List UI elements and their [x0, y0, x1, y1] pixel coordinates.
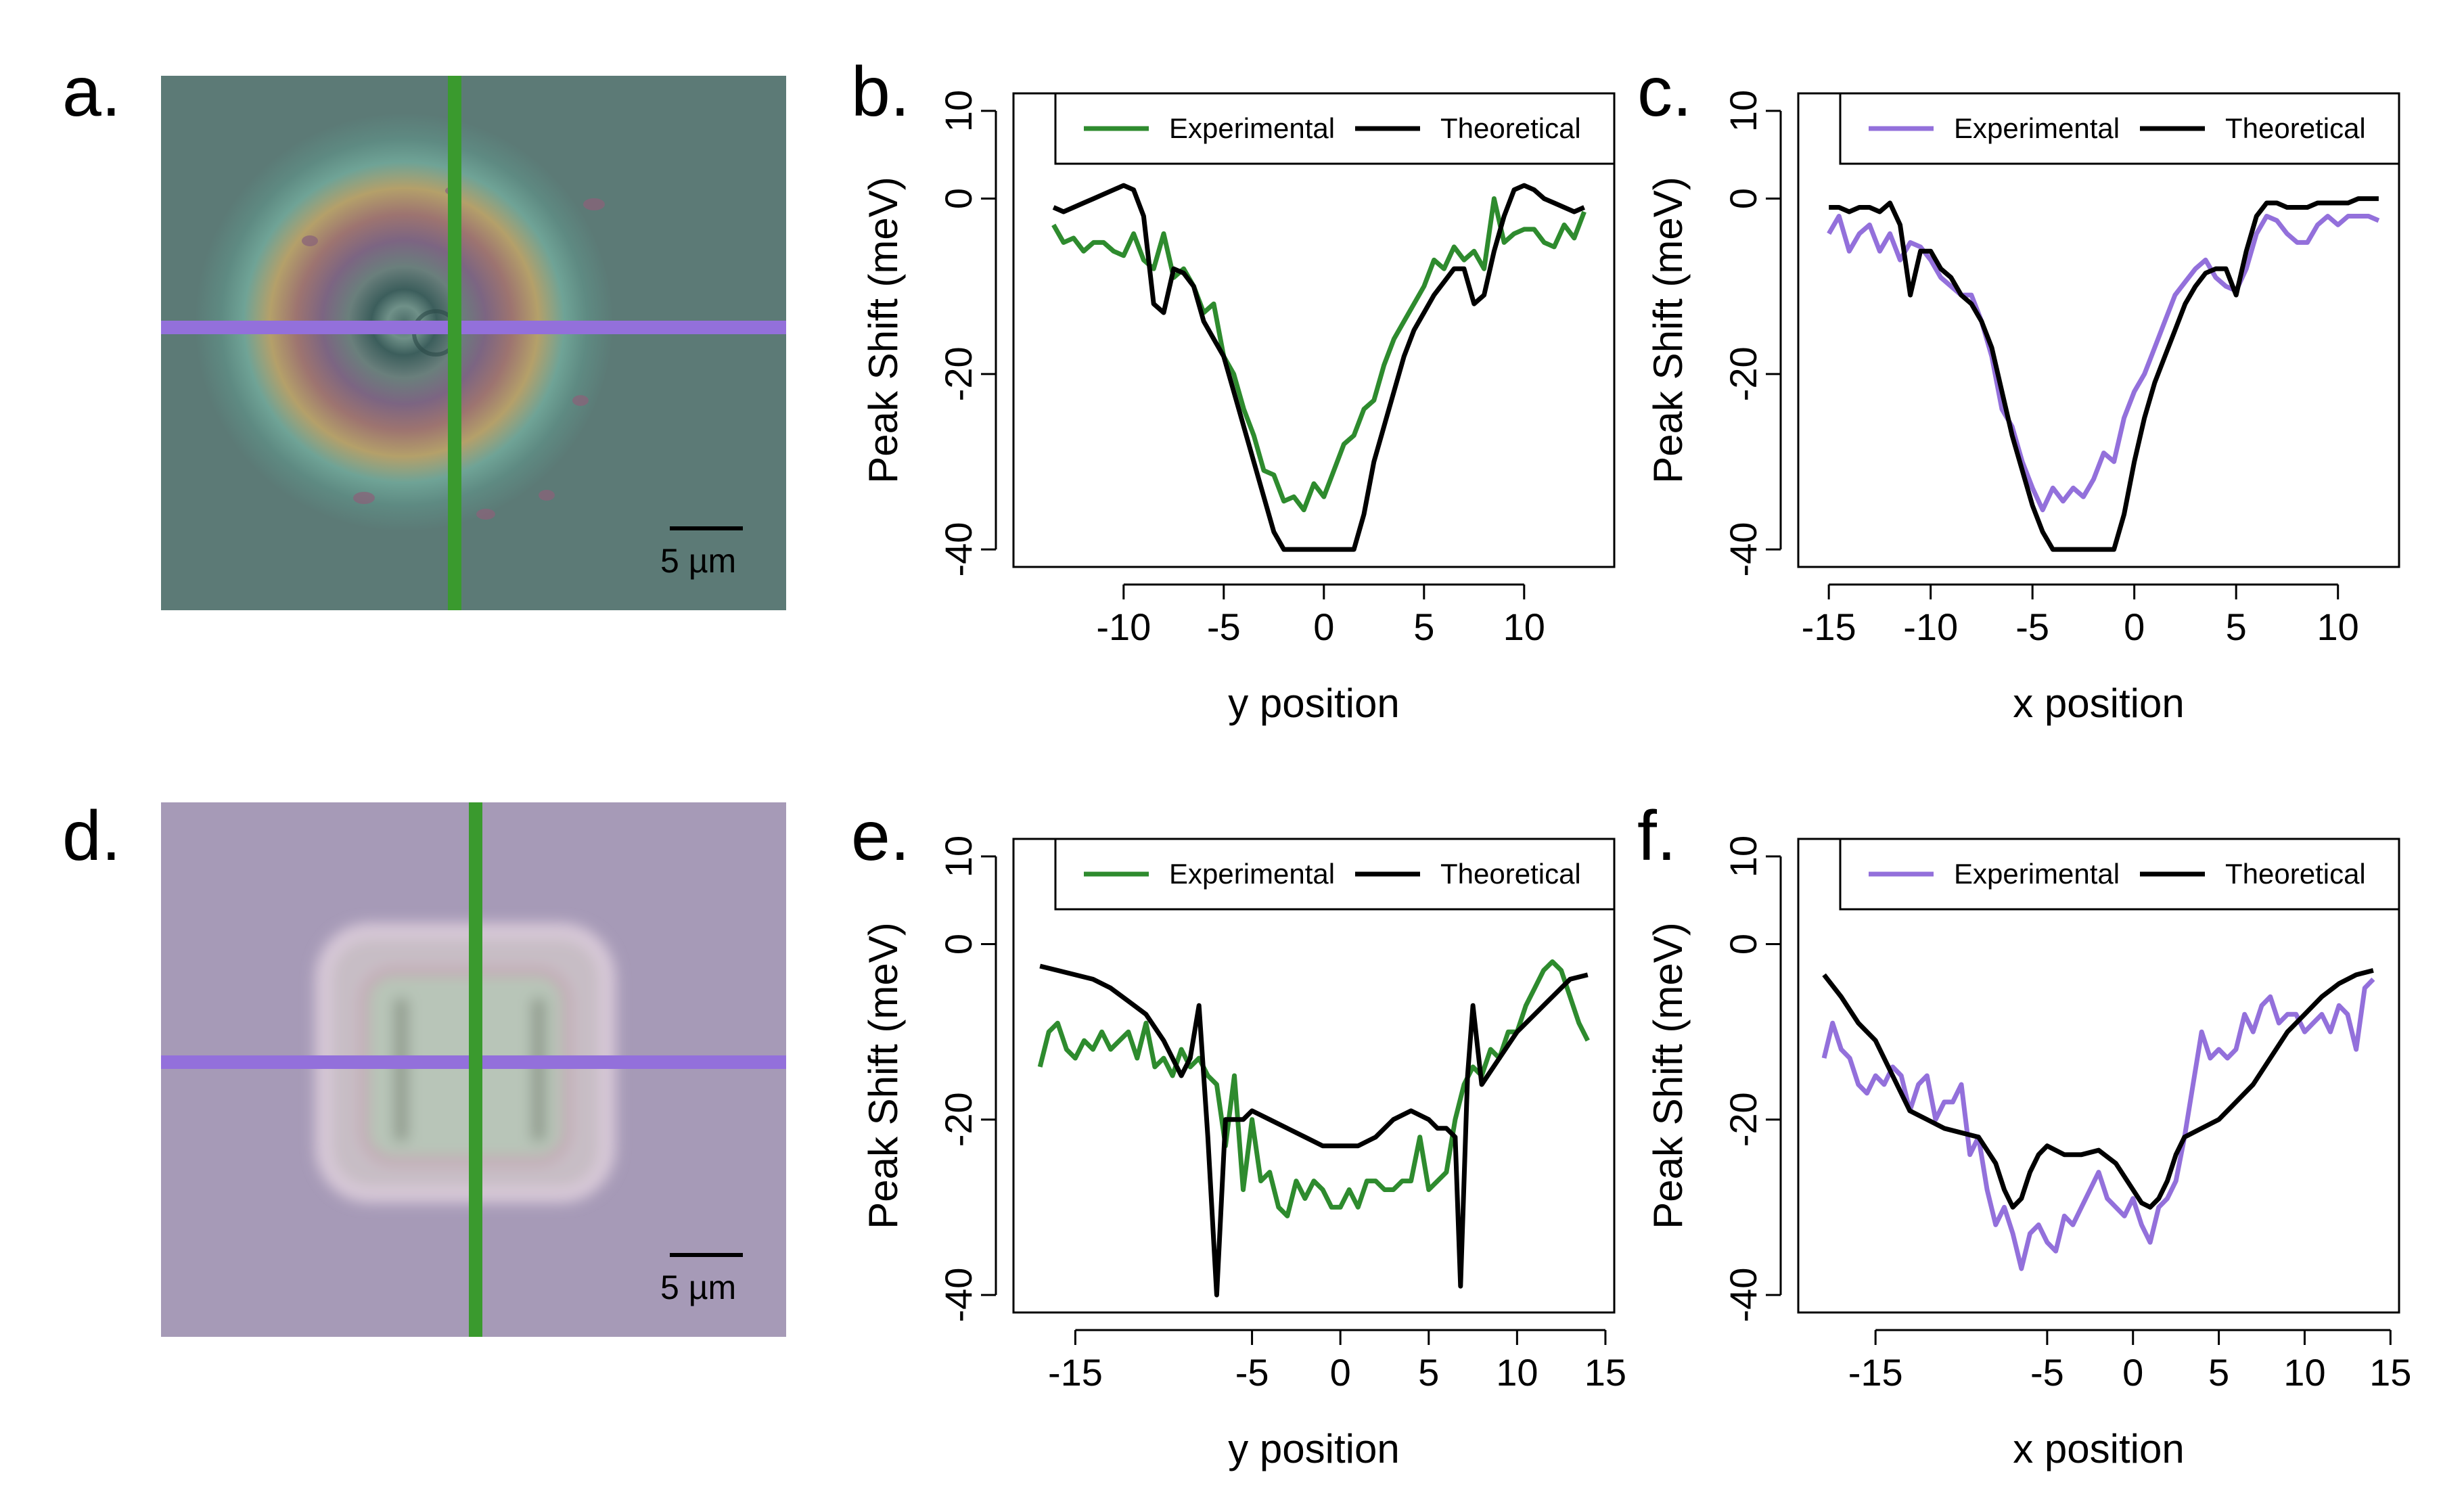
chart-f-ylabel: Peak Shift (meV) — [1645, 922, 1691, 1229]
chart-f-y-tick-label: -40 — [1722, 1268, 1764, 1323]
micrograph-d-image — [161, 802, 786, 1337]
chart-c-x-tick-label: 10 — [2317, 606, 2359, 648]
chart-b-x-tick-label: 5 — [1413, 606, 1434, 648]
chart-e-y-tick-label: 10 — [937, 836, 980, 877]
chart-b-xlabel: y position — [1228, 681, 1399, 726]
chart-c-legend-label: Theoretical — [2225, 112, 2366, 144]
chart-c-legend-label: Experimental — [1954, 112, 2120, 144]
chart-b-series-experimental — [1051, 196, 1587, 513]
chart-f-x-tick-label: 15 — [2369, 1351, 2411, 1394]
chart-f-y-tick-label: 10 — [1722, 836, 1764, 877]
panel-letter-d: d. — [62, 797, 121, 875]
chart-b-y-tick-label: 10 — [937, 90, 980, 132]
chart-f-legend-label: Experimental — [1954, 858, 2120, 890]
chart-e-y-tick-label: -20 — [937, 1092, 980, 1147]
chart-c-x-tick-label: -10 — [1903, 606, 1958, 648]
chart-c-ylabel: Peak Shift (meV) — [1645, 177, 1691, 484]
chart-c-series-experimental — [1827, 214, 2380, 513]
chart-e-x-tick-label: 15 — [1584, 1351, 1626, 1394]
chart-e-y-tick-label: -40 — [937, 1268, 980, 1323]
chart-e-legend-label: Theoretical — [1440, 858, 1581, 890]
chart-c-xlabel: x position — [2013, 681, 2184, 726]
chart-e-series-experimental — [1037, 959, 1590, 1218]
chart-f-legend-label: Theoretical — [2225, 858, 2366, 890]
micrograph-d: 5 µm — [161, 802, 786, 1337]
micrograph-d-y-line — [469, 802, 482, 1337]
chart-b-x-tick-label: -5 — [1207, 606, 1241, 648]
chart-e-x-tick-label: 0 — [1330, 1351, 1351, 1394]
chart-e-legend-label: Experimental — [1169, 858, 1335, 890]
chart-b-legend-label: Experimental — [1169, 112, 1335, 144]
chart-c-x-tick-label: -15 — [1802, 606, 1856, 648]
panel-letter-a: a. — [62, 53, 121, 131]
chart-f-x-tick-label: 10 — [2283, 1351, 2325, 1394]
chart-f-x-tick-label: -5 — [2030, 1351, 2064, 1394]
chart-f-x-tick-label: 5 — [2208, 1351, 2229, 1394]
chart-c-x-tick-label: 5 — [2226, 606, 2247, 648]
chart-f-y-tick-label: -20 — [1722, 1092, 1764, 1147]
chart-e-y-tick-label: 0 — [937, 934, 980, 955]
scale-bar-a — [670, 526, 743, 530]
chart-c-x-tick-label: 0 — [2124, 606, 2145, 648]
panel-letter-e: e. — [851, 797, 910, 875]
scale-bar-a-label: 5 µm — [660, 542, 737, 580]
chart-b-series-theoretical — [1052, 183, 1586, 552]
micrograph-a-image — [161, 76, 786, 610]
panel-letter-f: f. — [1637, 797, 1676, 875]
chart-b-y-tick-label: -40 — [937, 522, 980, 577]
chart-c-y-tick-label: 0 — [1722, 188, 1764, 209]
chart-e-x-tick-label: 5 — [1418, 1351, 1439, 1394]
chart-c-y-tick-label: 10 — [1722, 90, 1764, 132]
chart-b-ylabel: Peak Shift (meV) — [861, 177, 906, 484]
chart-c-y-tick-label: -40 — [1722, 522, 1764, 577]
micrograph-a-ring-dots — [302, 187, 605, 520]
micrograph-a: 5 µm — [161, 76, 786, 610]
chart-b-x-tick-label: -10 — [1096, 606, 1151, 648]
chart-e-x-tick-label: 10 — [1496, 1351, 1538, 1394]
chart-c-y-tick-label: -20 — [1722, 346, 1764, 401]
chart-f-xlabel: x position — [2013, 1426, 2184, 1471]
scale-bar-d-label: 5 µm — [660, 1269, 737, 1306]
chart-b-y-tick-label: -20 — [937, 346, 980, 401]
chart-e-x-tick-label: -5 — [1235, 1351, 1269, 1394]
chart-c-x-tick-label: -5 — [2015, 606, 2049, 648]
panel-letter-c: c. — [1637, 53, 1692, 131]
chart-c-series-theoretical — [1829, 196, 2379, 552]
micrograph-a-x-line — [161, 321, 786, 334]
chart-b-y-tick-label: 0 — [937, 188, 980, 209]
chart-f-series-experimental — [1821, 977, 2375, 1271]
chart-f-x-tick-label: 0 — [2122, 1351, 2143, 1394]
micrograph-a-y-line — [448, 76, 461, 610]
scale-bar-d — [670, 1253, 743, 1257]
chart-b-x-tick-label: 10 — [1503, 606, 1545, 648]
chart-e-x-tick-label: -15 — [1048, 1351, 1103, 1394]
chart-f-series-theoretical — [1822, 968, 2374, 1210]
chart-f-x-tick-label: -15 — [1848, 1351, 1903, 1394]
chart-f-y-tick-label: 0 — [1722, 934, 1764, 955]
chart-b-legend-label: Theoretical — [1440, 112, 1581, 144]
panel-letter-b: b. — [851, 53, 910, 131]
chart-b-x-tick-label: 0 — [1313, 606, 1334, 648]
chart-e-xlabel: y position — [1228, 1426, 1399, 1471]
chart-e-series-theoretical — [1039, 963, 1589, 1298]
chart-e-ylabel: Peak Shift (meV) — [861, 922, 906, 1229]
